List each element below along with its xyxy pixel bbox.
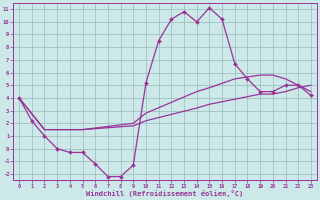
- X-axis label: Windchill (Refroidissement éolien,°C): Windchill (Refroidissement éolien,°C): [86, 190, 244, 197]
